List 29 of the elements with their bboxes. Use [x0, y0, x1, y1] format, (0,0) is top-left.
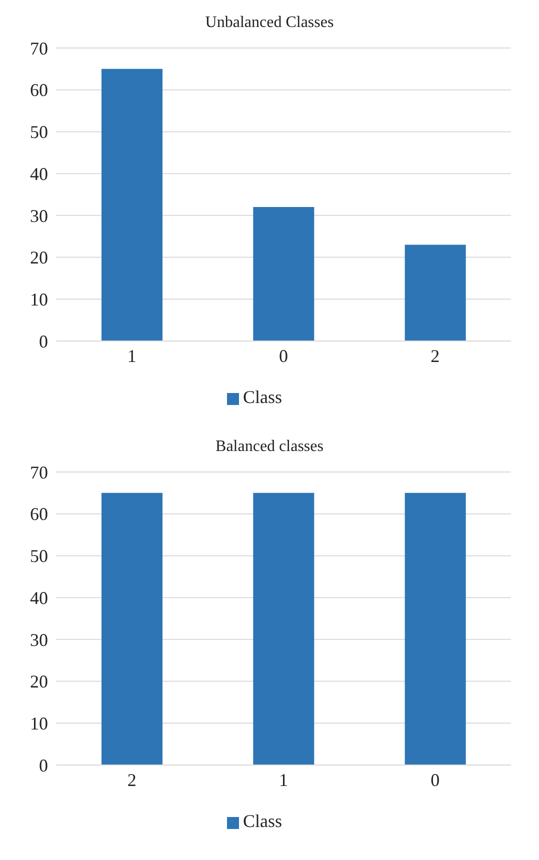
- x-tick-label: 0: [430, 770, 440, 790]
- legend-label: Class: [242, 387, 282, 407]
- bar: [253, 207, 314, 341]
- y-tick-label: 10: [30, 714, 48, 734]
- y-tick-label: 0: [39, 755, 48, 776]
- y-tick-label: 20: [30, 248, 48, 268]
- bar: [102, 68, 162, 341]
- x-tick-label: 2: [430, 346, 440, 366]
- x-tick-label: 1: [279, 770, 288, 790]
- y-tick-label: 50: [30, 122, 48, 142]
- y-tick-label: 50: [30, 546, 48, 566]
- y-tick-label: 70: [30, 462, 48, 482]
- y-tick-label: 10: [30, 290, 48, 310]
- x-tick-label: 2: [127, 770, 136, 790]
- chart-title: Balanced classes: [214, 437, 324, 457]
- chart-title: Unbalanced Classes: [204, 13, 335, 33]
- y-tick-label: 40: [30, 588, 48, 608]
- y-tick-label: 0: [39, 331, 48, 352]
- legend-label: Class: [242, 811, 282, 831]
- y-tick-label: 30: [30, 206, 48, 226]
- x-tick-label: 0: [279, 346, 288, 366]
- y-tick-label: 60: [30, 504, 48, 524]
- y-tick-label: 20: [30, 672, 48, 692]
- x-tick-label: 1: [127, 346, 136, 366]
- y-tick-label: 30: [30, 630, 48, 650]
- y-tick-label: 40: [30, 164, 48, 184]
- y-tick-label: 60: [30, 80, 48, 100]
- y-tick-label: 70: [30, 38, 48, 58]
- bar: [404, 244, 466, 341]
